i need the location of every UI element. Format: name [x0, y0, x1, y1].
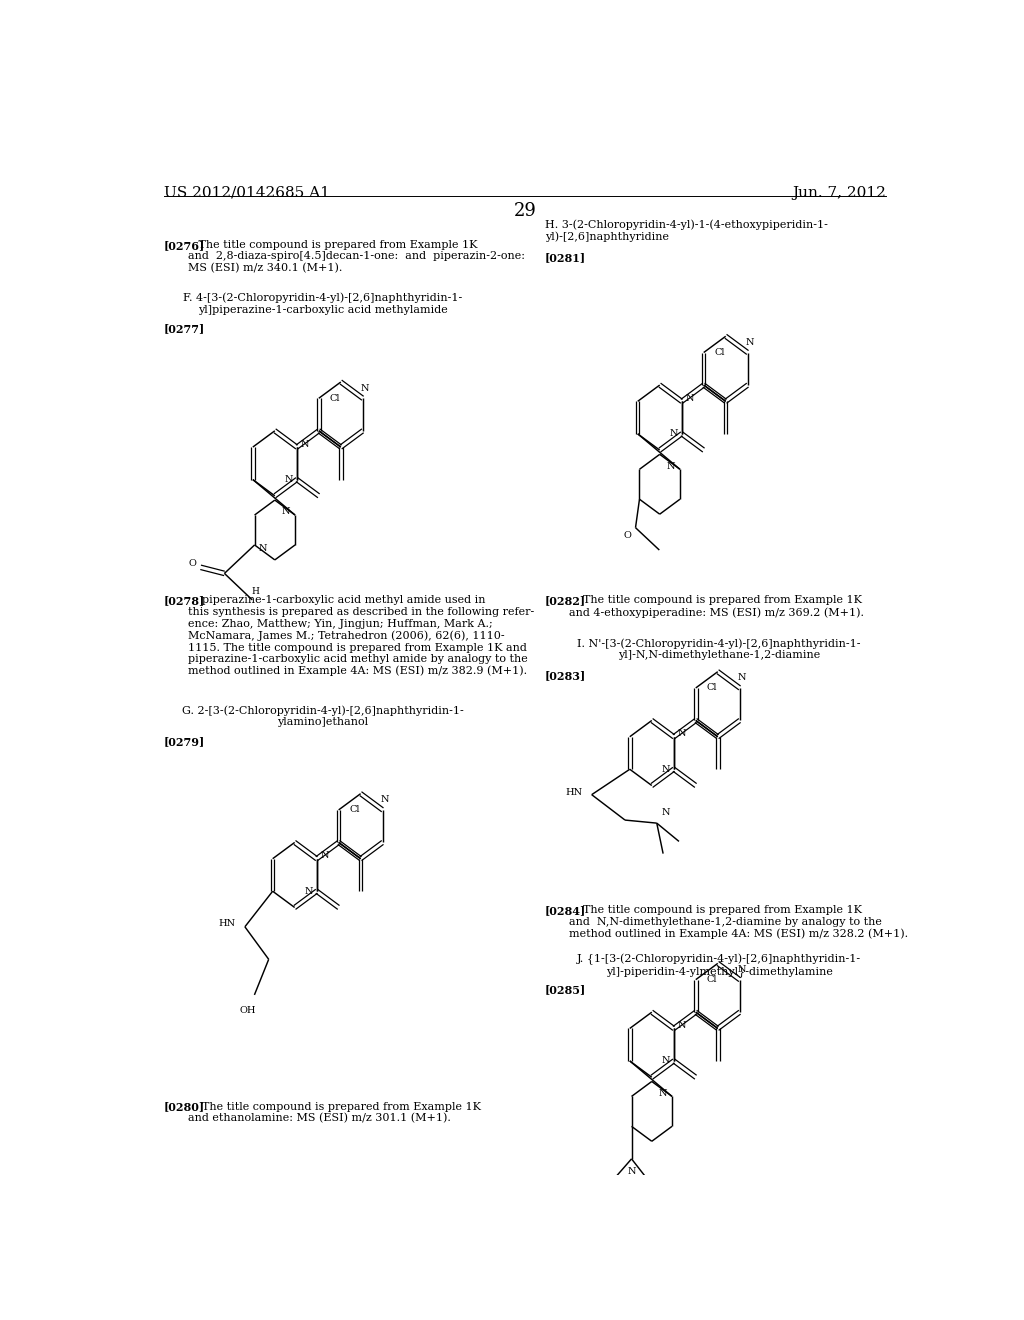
Text: N: N — [258, 544, 267, 553]
Text: 29: 29 — [513, 202, 537, 220]
Text: N: N — [304, 887, 313, 896]
Text: [0281]: [0281] — [545, 252, 586, 263]
Text: N: N — [285, 475, 293, 484]
Text: piperazine-1-carboxylic acid methyl amide used in
this synthesis is prepared as : piperazine-1-carboxylic acid methyl amid… — [188, 595, 535, 676]
Text: N: N — [300, 440, 309, 449]
Text: N: N — [685, 393, 694, 403]
Text: N: N — [658, 1089, 667, 1098]
Text: N: N — [670, 429, 678, 438]
Text: I. N'-[3-(2-Chloropyridin-4-yl)-[2,6]naphthyridin-1-
yl]-N,N-dimethylethane-1,2-: I. N'-[3-(2-Chloropyridin-4-yl)-[2,6]nap… — [578, 638, 861, 660]
Text: Cl: Cl — [715, 348, 725, 356]
Text: N: N — [662, 764, 670, 774]
Text: [0276]: [0276] — [164, 240, 205, 251]
Text: N: N — [678, 729, 686, 738]
Text: HN: HN — [565, 788, 583, 797]
Text: F. 4-[3-(2-Chloropyridin-4-yl)-[2,6]naphthyridin-1-
yl]piperazine-1-carboxylic a: F. 4-[3-(2-Chloropyridin-4-yl)-[2,6]naph… — [183, 293, 462, 314]
Text: Cl: Cl — [349, 805, 359, 814]
Text: The title compound is prepared from Example 1K
and  2,8-diaza-spiro[4.5]decan-1-: The title compound is prepared from Exam… — [188, 240, 525, 273]
Text: The title compound is prepared from Example 1K
and  N,N-dimethylethane-1,2-diami: The title compound is prepared from Exam… — [569, 906, 908, 940]
Text: N: N — [745, 338, 755, 347]
Text: N: N — [381, 795, 389, 804]
Text: US 2012/0142685 A1: US 2012/0142685 A1 — [164, 186, 330, 199]
Text: The title compound is prepared from Example 1K
and 4-ethoxypiperadine: MS (ESI) : The title compound is prepared from Exam… — [569, 595, 864, 618]
Text: H. 3-(2-Chloropyridin-4-yl)-1-(4-ethoxypiperidin-1-
yl)-[2,6]naphthyridine: H. 3-(2-Chloropyridin-4-yl)-1-(4-ethoxyp… — [545, 219, 827, 243]
Text: [0277]: [0277] — [164, 323, 205, 334]
Text: [0280]: [0280] — [164, 1102, 205, 1113]
Text: N: N — [663, 808, 671, 817]
Text: Cl: Cl — [707, 975, 717, 985]
Text: N: N — [678, 1020, 686, 1030]
Text: H: H — [252, 587, 259, 597]
Text: N: N — [738, 673, 746, 682]
Text: [0278]: [0278] — [164, 595, 205, 606]
Text: The title compound is prepared from Example 1K
and ethanolamine: MS (ESI) m/z 30: The title compound is prepared from Exam… — [188, 1102, 481, 1123]
Text: HN: HN — [219, 919, 236, 928]
Text: [0284]: [0284] — [545, 906, 586, 916]
Text: Cl: Cl — [707, 684, 717, 693]
Text: OH: OH — [240, 1006, 256, 1015]
Text: N: N — [738, 965, 746, 974]
Text: N: N — [360, 384, 370, 392]
Text: Jun. 7, 2012: Jun. 7, 2012 — [792, 186, 886, 199]
Text: N: N — [321, 851, 329, 861]
Text: [0282]: [0282] — [545, 595, 586, 606]
Text: [0285]: [0285] — [545, 983, 586, 995]
Text: J. {1-[3-(2-Chloropyridin-4-yl)-[2,6]naphthyridin-1-
yl]-piperidin-4-ylmethyl}-d: J. {1-[3-(2-Chloropyridin-4-yl)-[2,6]nap… — [578, 953, 861, 977]
Text: [0283]: [0283] — [545, 669, 586, 681]
Text: N: N — [667, 462, 675, 471]
Text: N: N — [282, 507, 290, 516]
Text: [0279]: [0279] — [164, 735, 205, 747]
Text: O: O — [624, 532, 632, 540]
Text: O: O — [188, 558, 197, 568]
Text: N: N — [662, 1056, 670, 1065]
Text: N: N — [628, 1167, 636, 1176]
Text: G. 2-[3-(2-Chloropyridin-4-yl)-[2,6]naphthyridin-1-
ylamino]ethanol: G. 2-[3-(2-Chloropyridin-4-yl)-[2,6]naph… — [181, 705, 463, 727]
Text: Cl: Cl — [330, 393, 340, 403]
